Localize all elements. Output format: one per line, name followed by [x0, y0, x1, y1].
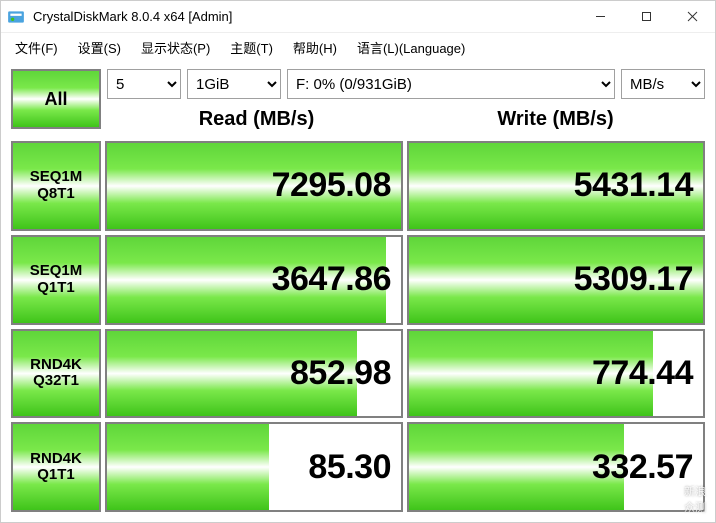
write-value: 5309.17 [574, 260, 693, 299]
test-label-line1: SEQ1M [30, 263, 83, 280]
test-label-line1: RND4K [30, 451, 82, 468]
result-row: RND4K Q1T1 85.30 332.57 [11, 422, 705, 512]
menu-help[interactable]: 帮助(H) [285, 36, 345, 59]
write-cell: 774.44 [407, 329, 705, 419]
maximize-button[interactable] [623, 1, 669, 32]
titlebar: CrystalDiskMark 8.0.4 x64 [Admin] [1, 1, 715, 33]
window-title: CrystalDiskMark 8.0.4 x64 [Admin] [33, 9, 577, 24]
test-button-rnd4k-q1t1[interactable]: RND4K Q1T1 [11, 422, 101, 512]
write-value: 5431.14 [574, 166, 693, 205]
test-button-rnd4k-q32t1[interactable]: RND4K Q32T1 [11, 329, 101, 419]
app-icon [7, 8, 25, 26]
content-area: All 5 1GiB F: 0% (0/931GiB) MB/s Read (M… [1, 61, 715, 522]
menu-language[interactable]: 语言(L)(Language) [349, 36, 473, 59]
watermark: 新浪 众测 [684, 483, 706, 515]
app-window: CrystalDiskMark 8.0.4 x64 [Admin] 文件(F) … [0, 0, 716, 523]
menu-file[interactable]: 文件(F) [7, 36, 66, 59]
test-button-seq1m-q1t1[interactable]: SEQ1M Q1T1 [11, 235, 101, 325]
test-label-line2: Q32T1 [33, 373, 79, 390]
drive-select[interactable]: F: 0% (0/931GiB) [287, 69, 615, 99]
write-value: 332.57 [592, 448, 693, 487]
result-row: SEQ1M Q8T1 7295.08 5431.14 [11, 141, 705, 231]
test-button-seq1m-q8t1[interactable]: SEQ1M Q8T1 [11, 141, 101, 231]
all-button-cell: All [11, 69, 101, 141]
test-label-line1: RND4K [30, 357, 82, 374]
read-bar [107, 424, 269, 510]
write-value: 774.44 [592, 354, 693, 393]
all-button[interactable]: All [11, 69, 101, 129]
read-value: 3647.86 [272, 260, 391, 299]
test-count-select[interactable]: 5 [107, 69, 181, 99]
write-cell: 5309.17 [407, 235, 705, 325]
controls-row: All 5 1GiB F: 0% (0/931GiB) MB/s Read (M… [11, 69, 705, 141]
read-cell: 852.98 [105, 329, 403, 419]
menu-theme[interactable]: 主题(T) [222, 36, 281, 59]
read-cell: 85.30 [105, 422, 403, 512]
read-value: 85.30 [308, 448, 391, 487]
test-label-line2: Q1T1 [37, 280, 75, 297]
menubar: 文件(F) 设置(S) 显示状态(P) 主题(T) 帮助(H) 语言(L)(La… [1, 33, 715, 61]
read-cell: 7295.08 [105, 141, 403, 231]
test-size-select[interactable]: 1GiB [187, 69, 281, 99]
write-header: Write (MB/s) [406, 108, 705, 131]
minimize-button[interactable] [577, 1, 623, 32]
close-button[interactable] [669, 1, 715, 32]
window-buttons [577, 1, 715, 32]
header-row: Read (MB/s) Write (MB/s) [107, 101, 705, 137]
menu-profile[interactable]: 显示状态(P) [133, 36, 218, 59]
test-label-line2: Q1T1 [37, 467, 75, 484]
watermark-line2: 众测 [684, 499, 706, 515]
test-label-line2: Q8T1 [37, 186, 75, 203]
result-row: RND4K Q32T1 852.98 774.44 [11, 329, 705, 419]
read-header: Read (MB/s) [107, 108, 406, 131]
results-grid: SEQ1M Q8T1 7295.08 5431.14 SEQ1M Q1T1 [11, 141, 705, 512]
menu-settings[interactable]: 设置(S) [70, 36, 129, 59]
write-cell: 5431.14 [407, 141, 705, 231]
write-cell: 332.57 [407, 422, 705, 512]
selects-area: 5 1GiB F: 0% (0/931GiB) MB/s Read (MB/s)… [107, 69, 705, 141]
result-row: SEQ1M Q1T1 3647.86 5309.17 [11, 235, 705, 325]
test-label-line1: SEQ1M [30, 169, 83, 186]
unit-select[interactable]: MB/s [621, 69, 705, 99]
read-value: 7295.08 [272, 166, 391, 205]
read-cell: 3647.86 [105, 235, 403, 325]
read-value: 852.98 [290, 354, 391, 393]
select-row: 5 1GiB F: 0% (0/931GiB) MB/s [107, 69, 705, 101]
